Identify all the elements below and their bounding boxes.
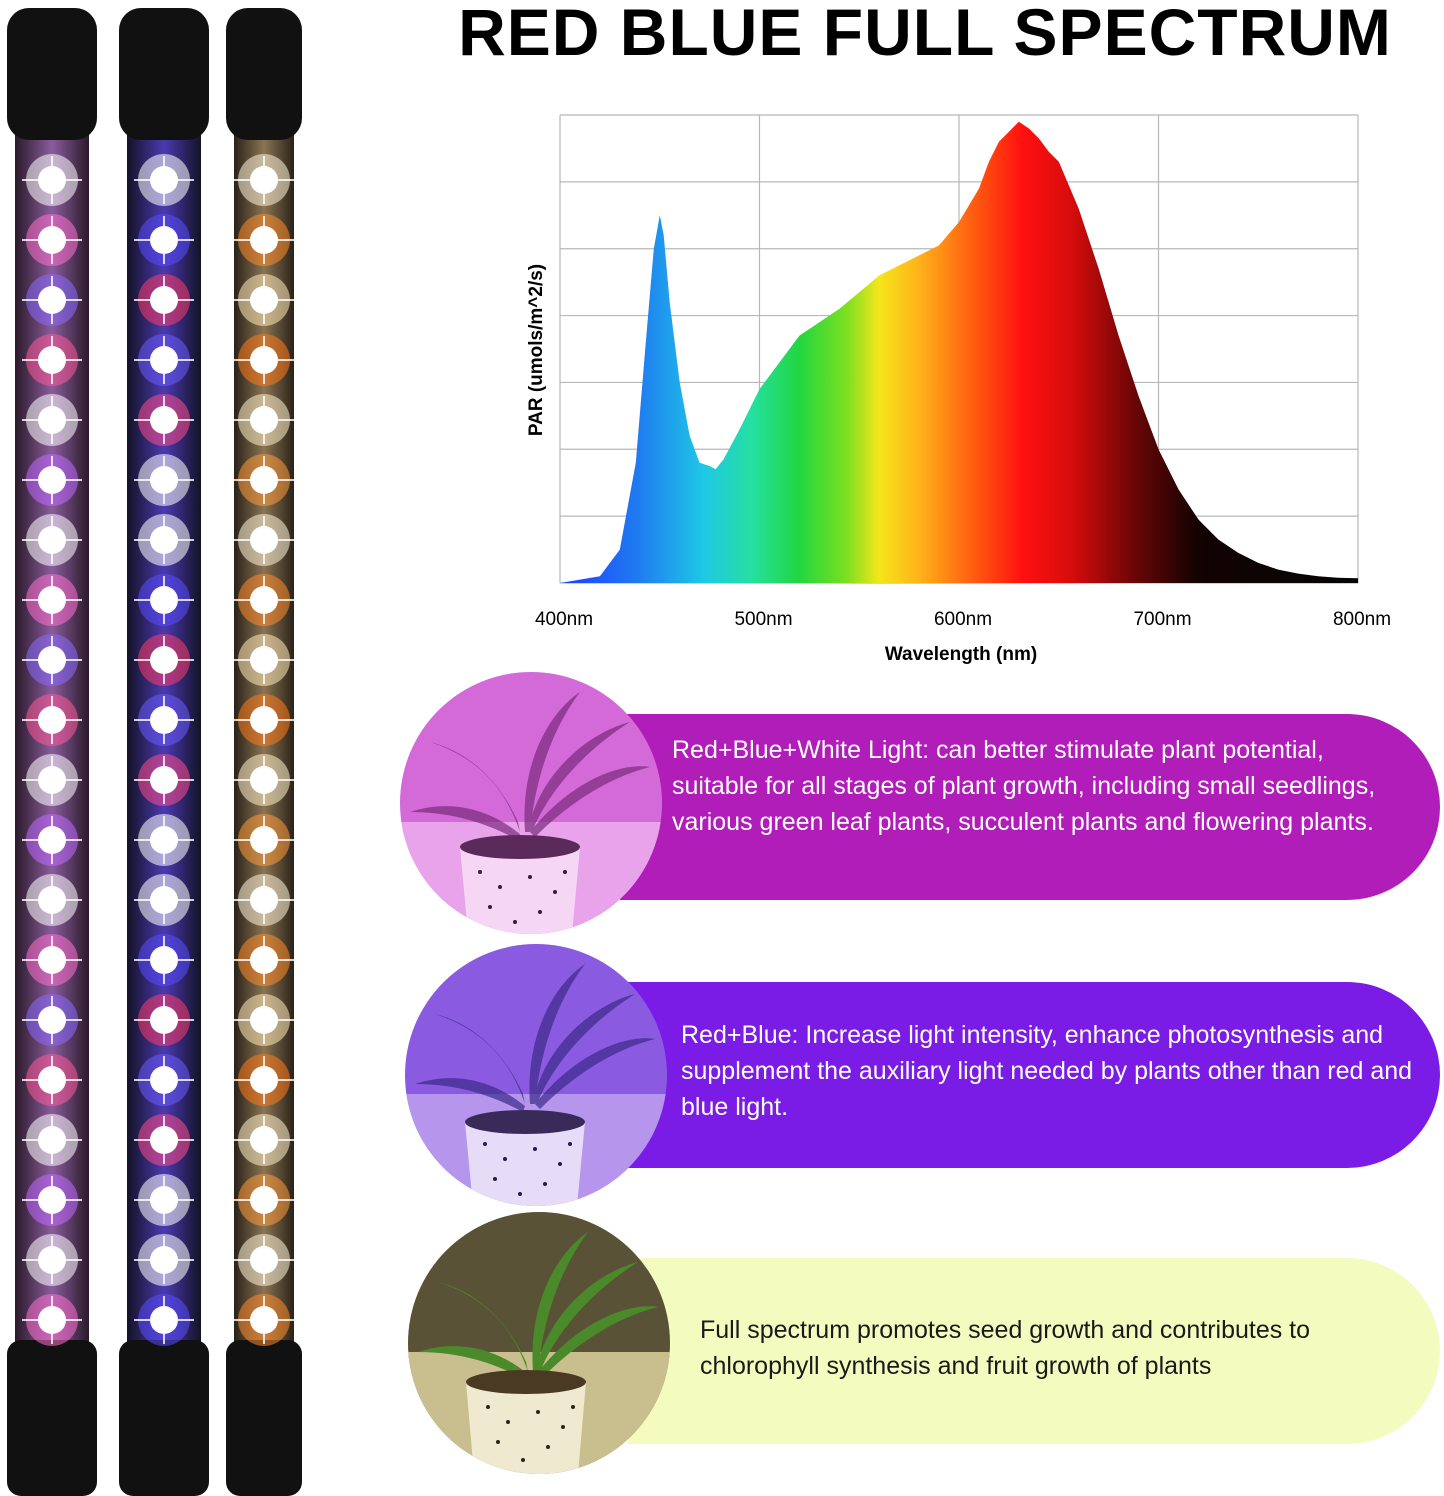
y-axis-label: PAR (umols/m^2/s) <box>526 264 547 436</box>
plant-photo <box>408 1212 670 1474</box>
grow-light-bar-2 <box>119 8 209 1496</box>
card-text: Red+Blue: Increase light intensity, enha… <box>681 1021 1413 1121</box>
card-red-blue: Red+Blue: Increase light intensity, enha… <box>405 944 1440 1206</box>
card-full-spectrum: Full spectrum promotes seed growth and c… <box>408 1212 1440 1474</box>
plant-image-magenta <box>400 672 662 934</box>
card-pill: Red+Blue: Increase light intensity, enha… <box>625 982 1440 1168</box>
x-tick-label: 400nm <box>535 609 593 630</box>
spectrum-area <box>560 121 1358 583</box>
x-tick-label: 500nm <box>734 609 792 630</box>
card-text: Red+Blue+White Light: can better stimula… <box>672 736 1376 836</box>
grow-light-bars-image <box>7 8 302 1496</box>
page-title: RED BLUE FULL SPECTRUM <box>458 0 1392 69</box>
card-pill: Red+Blue+White Light: can better stimula… <box>620 714 1440 900</box>
card-pill: Full spectrum promotes seed growth and c… <box>628 1258 1440 1444</box>
plant-image-violet <box>405 944 667 1206</box>
grow-light-bar-1 <box>7 8 97 1496</box>
x-tick-label: 600nm <box>934 609 992 630</box>
x-tick-label: 800nm <box>1333 609 1391 630</box>
grow-light-bar-3 <box>226 8 302 1496</box>
card-red-blue-white: Red+Blue+White Light: can better stimula… <box>400 672 1440 934</box>
spectrum-chart: 400nm 500nm 600nm 700nm 800nm PAR (umols/m^2… <box>526 114 1391 665</box>
x-axis-label: Wavelength (nm) <box>885 644 1037 665</box>
plant-photo <box>400 672 662 934</box>
plant-image-natural <box>408 1212 670 1474</box>
card-text: Full spectrum promotes seed growth and c… <box>700 1316 1311 1380</box>
plant-photo <box>405 944 667 1206</box>
x-tick-label: 700nm <box>1133 609 1191 630</box>
